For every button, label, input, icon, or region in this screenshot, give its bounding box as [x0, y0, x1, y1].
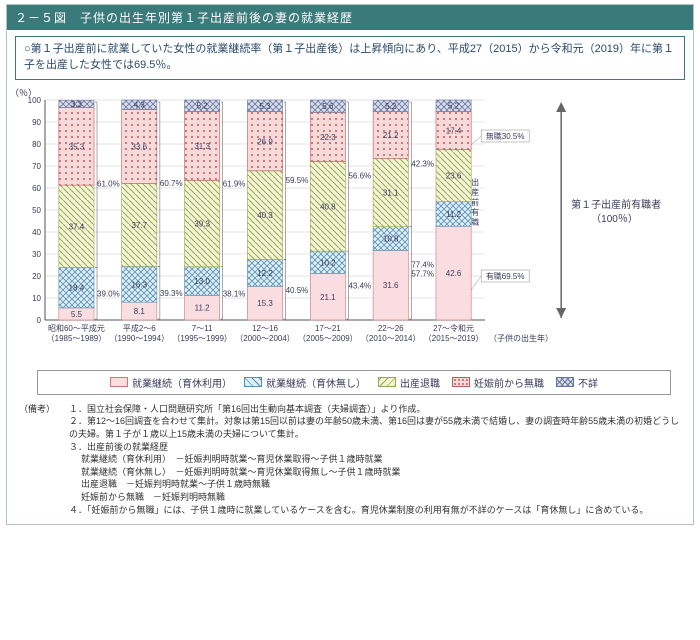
svg-text:13.0: 13.0	[194, 277, 210, 286]
svg-text:12.2: 12.2	[257, 269, 273, 278]
svg-text:（2005～2009）: （2005～2009）	[298, 334, 358, 343]
svg-text:11.2: 11.2	[195, 304, 211, 313]
svg-text:61.9%: 61.9%	[223, 179, 246, 188]
page-title: ２－５図 子供の出生年別第１子出産前後の妻の就業経歴	[7, 5, 693, 30]
svg-text:37.7: 37.7	[131, 221, 147, 230]
svg-text:42.6: 42.6	[446, 269, 462, 278]
legend-item: 不詳	[556, 375, 598, 390]
svg-text:61.0%: 61.0%	[97, 180, 120, 189]
svg-text:（2010～2014）: （2010～2014）	[361, 334, 421, 343]
svg-text:21.2: 21.2	[383, 131, 399, 140]
svg-text:出: 出	[471, 177, 479, 187]
legend-item: 出産退職	[378, 375, 440, 390]
svg-text:31.3: 31.3	[194, 142, 210, 151]
svg-text:37.4: 37.4	[69, 222, 85, 231]
svg-text:産: 産	[471, 187, 479, 197]
svg-text:5.6: 5.6	[322, 102, 334, 111]
svg-text:12～16: 12～16	[252, 324, 278, 333]
svg-text:（1985～1989）: （1985～1989）	[47, 334, 107, 343]
svg-text:第１子出産前有職者: 第１子出産前有職者	[571, 198, 661, 211]
svg-text:90: 90	[32, 118, 41, 127]
svg-text:39.0%: 39.0%	[97, 290, 120, 299]
svg-text:57.7%: 57.7%	[411, 269, 434, 278]
svg-text:（2015～2019）: （2015～2019）	[424, 334, 484, 343]
svg-text:8.1: 8.1	[134, 307, 146, 316]
svg-text:昭和60～平成元: 昭和60～平成元	[48, 323, 105, 333]
svg-text:（100％）: （100％）	[591, 213, 638, 225]
svg-text:職: 職	[471, 218, 479, 227]
svg-text:40.5%: 40.5%	[286, 286, 309, 295]
svg-text:100: 100	[28, 96, 42, 105]
svg-text:27～令和元: 27～令和元	[433, 323, 474, 333]
svg-text:23.6: 23.6	[446, 172, 462, 181]
svg-text:22～26: 22～26	[378, 324, 404, 333]
svg-text:39.3%: 39.3%	[160, 289, 183, 298]
summary-box: ○第１子出産前に就業していた女性の就業継続率（第１子出産後）は上昇傾向にあり、平…	[15, 36, 685, 80]
stacked-bar-chart: （％）01020304050607080901005.518.437.435.3…	[9, 86, 687, 366]
svg-text:10.2: 10.2	[320, 258, 336, 267]
svg-text:31.1: 31.1	[383, 188, 399, 197]
svg-text:15.3: 15.3	[257, 299, 273, 308]
legend-item: 就業継続（育休利用）	[110, 375, 232, 390]
svg-text:40.3: 40.3	[257, 211, 273, 220]
svg-text:33.6: 33.6	[131, 142, 147, 151]
svg-text:40.8: 40.8	[320, 202, 336, 211]
svg-text:22.3: 22.3	[320, 133, 336, 142]
svg-text:40: 40	[32, 228, 41, 237]
svg-text:5.2: 5.2	[448, 102, 460, 111]
svg-text:10: 10	[32, 294, 41, 303]
svg-text:17.4: 17.4	[446, 126, 462, 135]
svg-text:平成2～6: 平成2～6	[123, 323, 156, 333]
svg-text:10.8: 10.8	[383, 234, 399, 243]
svg-text:42.3%: 42.3%	[411, 159, 434, 168]
svg-text:7～11: 7～11	[192, 324, 213, 333]
svg-text:35.3: 35.3	[69, 142, 85, 151]
svg-text:5.3: 5.3	[259, 102, 271, 111]
svg-text:有: 有	[471, 207, 479, 217]
svg-text:有職69.5%: 有職69.5%	[486, 271, 525, 281]
svg-text:38.1%: 38.1%	[223, 289, 246, 298]
svg-text:59.5%: 59.5%	[286, 176, 309, 185]
legend-item: 妊娠前から無職	[452, 375, 544, 390]
svg-text:（2000～2004）: （2000～2004）	[235, 334, 295, 343]
svg-text:26.9: 26.9	[257, 137, 273, 146]
svg-text:前: 前	[471, 197, 479, 207]
svg-text:30: 30	[32, 250, 41, 259]
svg-text:5.2: 5.2	[197, 102, 209, 111]
svg-text:43.4%: 43.4%	[348, 281, 371, 290]
legend-item: 就業継続（育休無し）	[244, 375, 366, 390]
svg-text:（子供の出生年）: （子供の出生年）	[489, 333, 553, 343]
svg-text:20: 20	[32, 272, 41, 281]
svg-text:0: 0	[37, 316, 42, 325]
svg-text:5.5: 5.5	[71, 310, 83, 319]
svg-text:31.6: 31.6	[383, 281, 399, 290]
svg-text:（1990～1994）: （1990～1994）	[109, 334, 169, 343]
svg-text:50: 50	[32, 206, 41, 215]
svg-text:60: 60	[32, 184, 41, 193]
svg-text:4.3: 4.3	[134, 101, 146, 110]
svg-text:56.6%: 56.6%	[348, 171, 371, 180]
svg-text:無職30.5%: 無職30.5%	[486, 131, 525, 141]
svg-text:3.3: 3.3	[71, 100, 83, 109]
svg-text:11.2: 11.2	[446, 210, 462, 219]
svg-text:21.1: 21.1	[320, 293, 336, 302]
svg-text:70: 70	[32, 162, 41, 171]
svg-text:18.4: 18.4	[69, 284, 85, 293]
legend: 就業継続（育休利用） 就業継続（育休無し） 出産退職妊娠前から無職不詳	[37, 370, 671, 395]
svg-text:77.4%: 77.4%	[411, 260, 434, 269]
svg-text:39.3: 39.3	[194, 219, 210, 228]
svg-text:80: 80	[32, 140, 41, 149]
footnotes: （備考）１．国立社会保障・人口問題研究所「第16回出生動向基本調査（夫婦調査）」…	[7, 399, 693, 524]
svg-text:（1995～1999）: （1995～1999）	[172, 334, 232, 343]
svg-text:17～21: 17～21	[315, 324, 341, 333]
svg-text:5.2: 5.2	[385, 102, 397, 111]
svg-text:16.3: 16.3	[131, 280, 147, 289]
svg-text:60.7%: 60.7%	[160, 179, 183, 188]
